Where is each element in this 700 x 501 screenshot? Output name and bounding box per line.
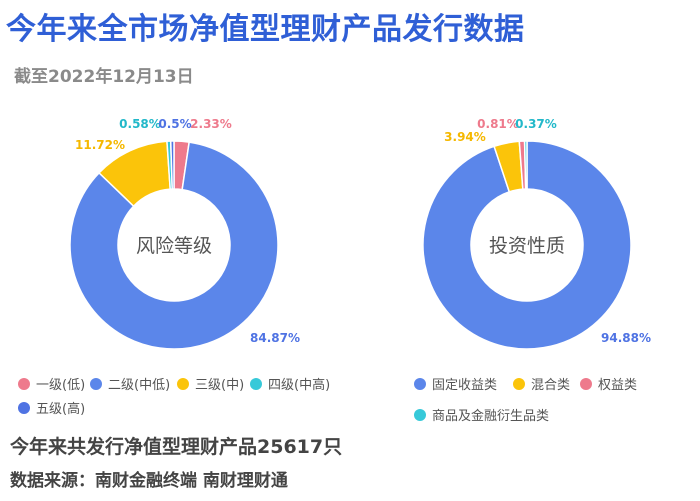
risk-level-donut-svg: 风险等级 2.33% 84.87% 11.72% 0.58%0.5% [69,117,300,350]
risk-value-label-4: 0.5% [158,117,191,131]
invest-legend-item-1[interactable]: 混合类 [513,374,570,393]
risk-level-donut-chart: 风险等级 2.33% 84.87% 11.72% 0.58% 0.5% [0,110,350,360]
risk-value-label-0: 2.33% [190,117,232,131]
risk-legend-label: 二级(中低) [108,378,171,393]
risk-legend-item-4[interactable]: 五级(高) [18,398,85,417]
invest-legend-label: 混合类 [531,378,571,393]
invest-legend-label: 权益类 [598,378,638,393]
invest-legend-label: 固定收益类 [432,378,498,393]
risk-legend-item-0[interactable]: 一级(低) [18,374,85,393]
risk-legend-item-3[interactable]: 四级(中高) [250,374,330,393]
risk-value-label-1: 84.87% [250,331,300,345]
investment-type-donut-chart: 投资性质 94.88% 3.94% 0.81% 0.37% [350,110,700,360]
risk-legend-dot-icon [18,377,30,390]
risk-donut-slice-1 [69,141,279,350]
data-source-text: 数据来源：南财金融终端 南财理财通 [10,471,288,491]
page-title: 今年来全市场净值型理财产品发行数据 [6,12,525,47]
risk-value-label-2: 11.72% [75,138,125,152]
risk-legend-dot-icon [90,377,102,390]
risk-legend-item-1[interactable]: 二级(中低) [90,374,170,393]
risk-legend-dot-icon [177,377,189,390]
investment-type-donut-svg: 投资性质 94.88% 3.94%0.81%0.37% [422,117,651,350]
invest-value-label-1: 3.94% [444,130,486,144]
invest-center-label: 投资性质 [489,235,565,257]
invest-legend-label: 商品及金融衍生品类 [432,409,550,424]
risk-legend-label: 三级(中) [195,378,245,393]
risk-legend-item-2[interactable]: 三级(中) [177,374,244,393]
date-subtitle: 截至2022年12月13日 [14,67,194,87]
risk-legend-label: 一级(低) [36,378,86,393]
invest-legend-dot-icon [513,377,525,390]
invest-legend-item-2[interactable]: 权益类 [580,374,637,393]
invest-legend-dot-icon [580,377,592,390]
invest-donut-slice-3 [523,140,528,190]
risk-legend-label: 四级(中高) [268,378,331,393]
invest-value-label-2: 0.81% [477,117,519,131]
invest-legend-dot-icon [414,408,426,421]
risk-donut-slice-4 [169,140,175,190]
invest-donut-slice-0 [422,140,632,350]
risk-center-label: 风险等级 [136,235,212,257]
risk-legend-label: 五级(高) [36,402,86,417]
risk-legend-dot-icon [250,377,262,390]
invest-legend-item-0[interactable]: 固定收益类 [414,374,497,393]
risk-legend-dot-icon [18,401,30,414]
issuance-count-text: 今年来共发行净值型理财产品25617只 [10,436,343,458]
invest-legend-item-3[interactable]: 商品及金融衍生品类 [414,405,549,424]
invest-value-label-3: 0.37% [515,117,557,131]
invest-value-label-0: 94.88% [601,331,651,345]
risk-value-label-3: 0.58% [119,117,161,131]
invest-legend-dot-icon [414,377,426,390]
